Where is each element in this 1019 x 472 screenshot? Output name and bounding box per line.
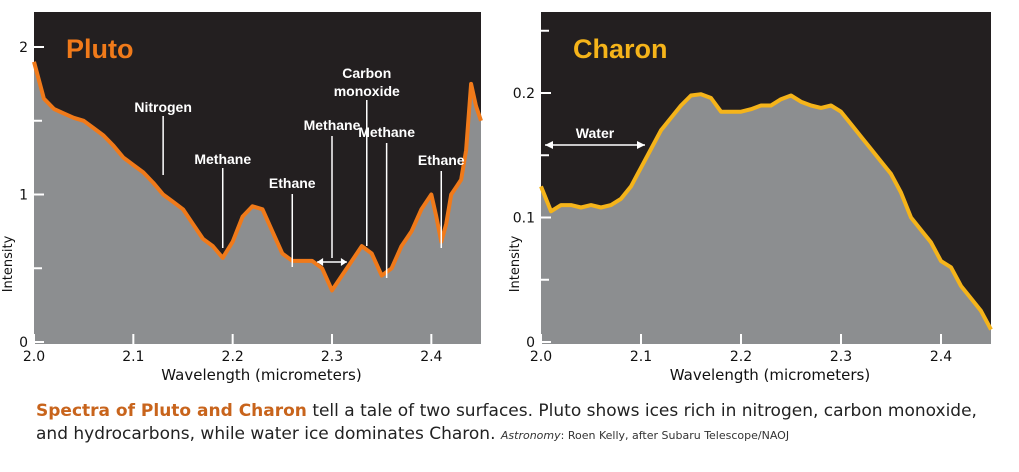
pluto-title: Pluto xyxy=(66,34,134,64)
charon-spectrum-line xyxy=(539,92,993,331)
charon-spectrum-area xyxy=(541,94,991,344)
charon-y-tick-label: 0 xyxy=(526,335,535,351)
pluto-y-tick-label: 1 xyxy=(19,188,28,204)
charon-title: Charon xyxy=(573,34,668,64)
figure-caption: Spectra of Pluto and Charon tell a tale … xyxy=(36,400,996,447)
pluto-methane-band-arrowheads xyxy=(317,258,347,266)
pluto-annotation-label: Carbon xyxy=(342,65,391,81)
charon-x-tick-label: 2.1 xyxy=(630,349,652,365)
pluto-annotation-label-line2: monoxide xyxy=(334,83,400,99)
spectra-figure: 0 1 2 2.0 2.1 2.2 2.3 2.4 Wavelength (micrometer… xyxy=(1,12,993,384)
pluto-x-tick-label: 2.3 xyxy=(321,349,343,365)
credit-text: : Roen Kelly, after Subaru Telescope/NAO… xyxy=(560,429,790,442)
pluto-x-tick-label: 2.0 xyxy=(23,349,45,365)
pluto-x-axis-label: Wavelength (micrometers) xyxy=(161,366,361,384)
pluto-annotation-label: Ethane xyxy=(418,152,465,168)
charon-x-axis-label: Wavelength (micrometers) xyxy=(670,366,870,384)
pluto-x-tick-label: 2.1 xyxy=(122,349,144,365)
pluto-annotation-label: Methane xyxy=(304,117,361,133)
pluto-annotation-label: Methane xyxy=(194,151,251,167)
charon-annotation-label: Water xyxy=(576,125,615,141)
charon-y-tick-label: 0.1 xyxy=(513,211,535,227)
charon-x-tick-label: 2.4 xyxy=(930,349,952,365)
caption-lead: Spectra of Pluto and Charon xyxy=(36,401,307,421)
pluto-x-tick-label: 2.4 xyxy=(420,349,442,365)
pluto-y-tick-label: 0 xyxy=(19,335,28,351)
charon-y-axis-label: Intensity xyxy=(508,235,523,292)
pluto-y-tick-label: 2 xyxy=(19,40,28,56)
charon-x-tick-label: 2.3 xyxy=(830,349,852,365)
caption-text: tell a tale of two surfaces. Pluto shows… xyxy=(36,401,977,444)
charon-x-tick-label: 2.2 xyxy=(730,349,752,365)
pluto-spectrum-line xyxy=(32,61,483,293)
pluto-x-tick-label: 2.2 xyxy=(222,349,244,365)
charon-x-tick-label: 2.0 xyxy=(530,349,552,365)
charon-y-tick-label: 0.2 xyxy=(513,86,535,102)
pluto-annotation-label: Methane xyxy=(358,124,415,140)
pluto-y-axis-label: Intensity xyxy=(1,235,16,292)
pluto-spectrum-area xyxy=(34,61,481,345)
pluto-chart: 0 1 2 2.0 2.1 2.2 2.3 2.4 Wavelength (micrometer… xyxy=(1,12,483,384)
pluto-annotation-label: Ethane xyxy=(269,175,316,191)
pluto-annotation-label: Nitrogen xyxy=(134,99,192,115)
charon-chart: 0 0.1 0.2 2.0 2.1 2.2 2.3 2.4 Wavelength (microm… xyxy=(508,12,993,384)
caption-credit: Astronomy: Roen Kelly, after Subaru Tele… xyxy=(501,429,789,442)
credit-source: Astronomy xyxy=(500,429,561,442)
